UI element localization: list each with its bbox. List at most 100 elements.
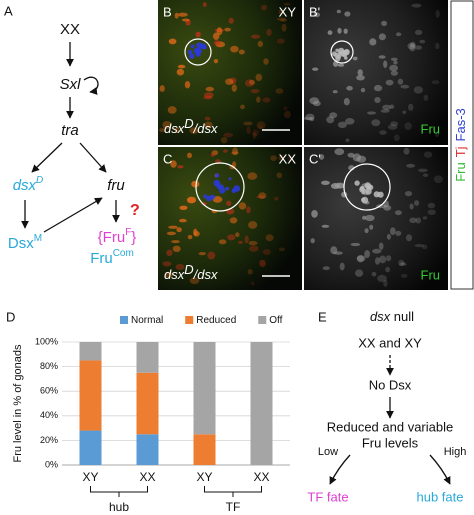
cell <box>423 151 433 158</box>
superscript: Com <box>113 248 134 259</box>
text: dsx <box>370 309 391 324</box>
heading: dsx null <box>370 309 414 324</box>
text: dsx <box>164 121 185 136</box>
cell <box>235 232 240 238</box>
cell <box>248 240 258 246</box>
cell <box>386 255 392 262</box>
cell <box>175 264 185 270</box>
cell <box>262 249 271 255</box>
cell <box>252 129 259 136</box>
cell <box>231 84 237 92</box>
cell <box>390 70 398 76</box>
cell <box>332 90 338 94</box>
y-tick-label: 40% <box>40 410 58 420</box>
cell <box>168 225 178 229</box>
cell <box>385 79 394 86</box>
text: null <box>390 309 414 324</box>
cell <box>321 224 330 228</box>
cell <box>223 149 228 153</box>
cell <box>414 200 420 206</box>
legend-swatch <box>185 316 194 324</box>
cell <box>210 153 215 157</box>
hub-cell <box>233 185 241 192</box>
branch-label: High <box>444 446 467 458</box>
hub-cell <box>187 49 193 55</box>
cell <box>397 78 404 85</box>
cell <box>202 2 207 8</box>
arrow <box>429 454 451 485</box>
cell <box>410 41 416 48</box>
bar-segment <box>79 360 102 431</box>
cell <box>203 95 213 100</box>
cell <box>220 137 228 144</box>
cell <box>249 79 255 85</box>
group-bracket <box>204 486 262 497</box>
hub-cell <box>195 48 200 53</box>
cell <box>337 121 347 128</box>
genotype: dsxD/dsx <box>164 262 218 282</box>
cell <box>395 32 402 37</box>
branch-label: Low <box>318 446 338 458</box>
cell <box>379 255 387 264</box>
hub-cell <box>190 44 195 49</box>
cell <box>310 238 315 244</box>
cell <box>390 121 399 127</box>
cell <box>311 210 318 218</box>
hub-cell <box>214 173 220 178</box>
cell <box>259 259 267 268</box>
cell <box>356 74 365 81</box>
cell <box>247 269 253 275</box>
hub-cell <box>228 177 232 181</box>
cell <box>329 112 338 119</box>
cell <box>281 23 287 32</box>
cell <box>383 200 389 208</box>
hub-outline <box>343 163 391 211</box>
cell <box>375 257 380 265</box>
cell <box>343 28 348 34</box>
cell <box>356 255 366 262</box>
cell <box>258 192 267 200</box>
cell <box>276 38 285 44</box>
cell <box>172 245 181 252</box>
cell <box>177 165 184 169</box>
cell <box>393 60 398 65</box>
cell <box>259 259 266 267</box>
cell <box>380 109 390 113</box>
node-dsxm: DsxM <box>8 233 42 252</box>
cell <box>247 172 258 180</box>
hub-cell <box>331 51 337 57</box>
cell <box>357 69 363 76</box>
cell <box>313 12 321 18</box>
cell <box>352 56 358 61</box>
cell <box>427 202 436 209</box>
cell <box>205 86 214 92</box>
hub-cell <box>359 186 366 193</box>
node-fruf: {FruF} <box>98 227 137 246</box>
cell <box>278 247 286 252</box>
cell <box>407 42 416 50</box>
cell <box>337 63 345 67</box>
cell <box>184 81 191 89</box>
cell <box>258 125 263 129</box>
y-tick-label: 0% <box>45 459 58 469</box>
cell <box>262 97 271 103</box>
panel-d: D 0% 20% 40% 60% 80% 100% Fru level in % of go… <box>6 309 290 514</box>
cell <box>237 240 244 244</box>
cell <box>162 261 172 267</box>
hub-outline <box>184 38 212 66</box>
hub-outline <box>330 40 354 64</box>
cell <box>383 279 388 287</box>
cell <box>383 60 388 68</box>
hub-cell <box>188 53 195 59</box>
cell <box>387 124 398 130</box>
cell <box>223 132 234 138</box>
cell <box>168 38 177 45</box>
cell <box>187 152 192 159</box>
cell <box>408 103 414 111</box>
channel-label: Fru <box>421 121 441 136</box>
cell <box>364 228 369 234</box>
legend-label: Off <box>269 315 282 326</box>
cell <box>246 206 251 214</box>
cell <box>414 29 423 35</box>
text: /dsx <box>193 121 218 136</box>
